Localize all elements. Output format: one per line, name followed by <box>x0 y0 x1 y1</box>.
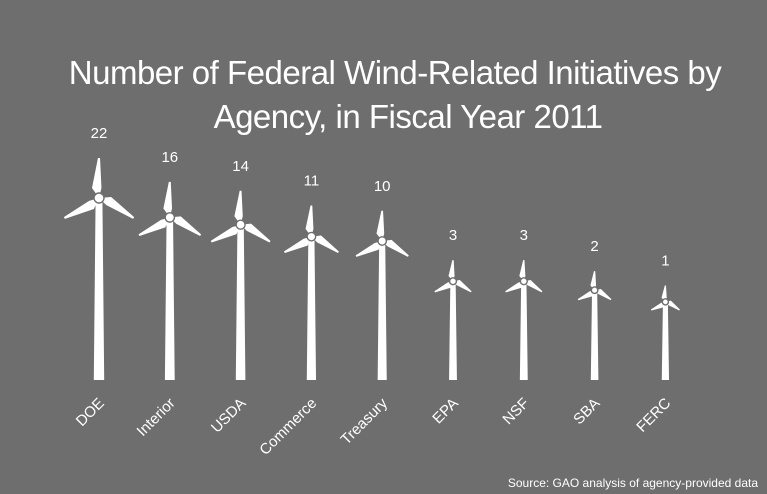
turbine-mast <box>449 281 457 380</box>
chart-title-line-1: Number of Federal Wind-Related Initiativ… <box>69 54 722 91</box>
turbine-treasury <box>355 210 409 380</box>
turbine-mast <box>590 290 599 380</box>
turbine-blade <box>355 241 383 257</box>
turbine-blade <box>234 190 243 225</box>
turbine-mast <box>164 217 175 380</box>
turbine-blade <box>99 196 135 219</box>
turbine-blade <box>376 210 385 242</box>
turbine-blade <box>240 223 271 243</box>
value-label-treasury: 10 <box>374 178 391 195</box>
turbine-blade <box>590 271 597 291</box>
turbine-blade <box>305 205 314 237</box>
turbine-hub <box>164 212 176 223</box>
turbine-blade <box>505 281 524 293</box>
turbine-hub <box>519 277 528 286</box>
turbine-blade <box>169 216 202 237</box>
turbine-hub <box>661 298 670 306</box>
value-label-nsf: 3 <box>520 227 528 244</box>
turbine-blade <box>283 236 312 254</box>
turbine-blade <box>434 281 453 293</box>
turbine-hub <box>93 192 105 204</box>
turbine-blade <box>453 280 472 293</box>
turbine-blade <box>92 158 102 198</box>
turbine-blade <box>448 260 455 282</box>
turbine-nsf <box>505 260 543 380</box>
value-label-interior: 16 <box>161 149 178 166</box>
value-label-epa: 3 <box>449 227 457 244</box>
turbine-blade <box>650 301 666 311</box>
turbine-mast <box>93 198 105 380</box>
turbine-mast <box>519 281 528 380</box>
turbine-blade <box>163 181 173 218</box>
turbine-usda <box>210 190 271 380</box>
turbine-sba <box>577 271 612 380</box>
value-label-sba: 2 <box>590 238 598 255</box>
value-label-usda: 14 <box>232 158 249 175</box>
turbine-mast <box>306 236 317 380</box>
turbine-blade <box>311 235 339 254</box>
source-note: Source: GAO analysis of agency-provided … <box>508 476 758 490</box>
turbine-blade <box>138 217 170 237</box>
turbine-blade <box>594 288 612 301</box>
turbine-ferc <box>650 285 680 380</box>
value-label-commerce: 11 <box>304 172 320 189</box>
turbine-commerce <box>283 205 339 380</box>
turbine-blade <box>577 290 595 301</box>
value-label-ferc: 1 <box>661 252 669 269</box>
turbine-mast <box>661 301 670 380</box>
turbine-hub <box>377 236 388 246</box>
turbine-interior <box>138 181 202 380</box>
turbine-hub <box>235 219 246 230</box>
turbine-epa <box>434 260 472 380</box>
turbine-mast <box>235 224 246 380</box>
turbine-blade <box>665 300 680 311</box>
turbine-hub <box>448 277 458 286</box>
turbine-blade <box>382 239 409 257</box>
turbine-mast <box>377 241 387 380</box>
turbine-doe <box>63 158 135 380</box>
turbine-blade <box>210 224 241 243</box>
value-label-doe: 22 <box>91 125 108 142</box>
turbine-hub <box>590 286 599 295</box>
turbine-blade <box>523 280 543 293</box>
chart-title-line-2: Agency, in Fiscal Year 2011 <box>214 98 603 135</box>
turbine-blade <box>661 285 667 302</box>
turbine-blade <box>519 260 526 282</box>
turbine-marks: 22DOE16Interior14USDA11Commerce10Treasur… <box>63 125 680 459</box>
turbine-hub <box>306 231 317 242</box>
turbine-blade <box>63 198 99 219</box>
